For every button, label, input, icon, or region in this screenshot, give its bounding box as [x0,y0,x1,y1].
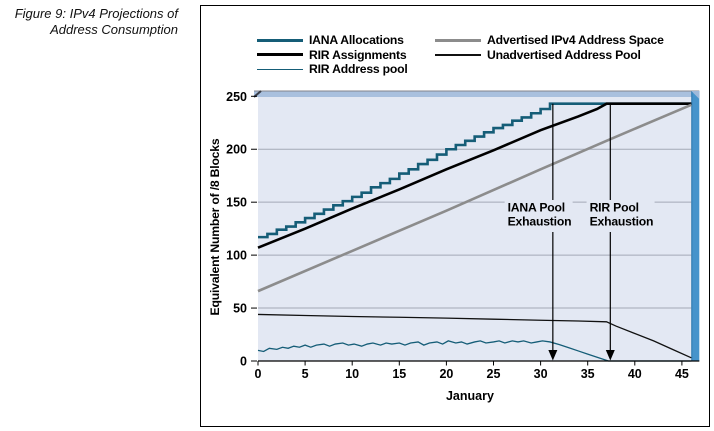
y-tick-label-0: 0 [240,355,247,369]
figure-caption-line2: Address Consumption [50,21,178,37]
series-line-advertised-ipv4-address-space [257,103,692,293]
annotation-label-bg-1 [586,200,655,232]
y-tick-label-50: 50 [233,302,247,316]
legend-label: Advertised IPv4 Address Space [487,33,664,48]
right-wall-bevel [691,91,700,99]
legend-item-unadvertised-pool: Unadvertised Address Pool [435,48,664,63]
right-wall [691,91,700,361]
figure-caption: Figure 9: IPv4 Projections of Address Co… [4,6,178,37]
series-line-rir-assignments [257,102,692,249]
x-axis-title: January [446,389,494,403]
x-tick-label-10: 10 [345,367,359,381]
x-tick-label-0: 0 [255,367,262,381]
legend-column-right: Advertised IPv4 Address Space Unadvertis… [435,33,664,62]
legend-label: Unadvertised Address Pool [487,47,641,62]
y-tick-label-200: 200 [226,143,247,157]
legend-swatch-iana-allocations [257,38,303,42]
legend-swatch-advertised-space [435,38,481,42]
top-wall [254,91,700,97]
y-axis-title: Equivalent Number of /8 Blocks [208,138,222,316]
annotation-arrow-1 [605,350,615,361]
x-tick-label-5: 5 [302,367,309,381]
legend-item-advertised-space: Advertised IPv4 Address Space [435,33,664,48]
chart-panel: IANA Pool Exhaustion RIR Pool Exhaustion 0 5 1… [200,5,710,427]
legend-item-iana-allocations: IANA Allocations [257,33,408,48]
legend-swatch-rir-assignments [257,53,303,57]
legend-item-rir-address-pool: RIR Address pool [257,62,408,77]
figure-caption-line1: Figure 9: IPv4 Projections of [14,6,178,21]
legend-column-left: IANA Allocations RIR Assignments RIR Add… [257,33,408,77]
legend-label: IANA Allocations [309,33,404,48]
x-tick-label-35: 35 [581,367,595,381]
series-line-rir-address-pool [257,340,692,362]
series-line-unadvertised-address-pool [257,313,692,359]
legend-item-rir-assignments: RIR Assignments [257,48,408,63]
x-tick-label-30: 30 [534,367,548,381]
legend-label: RIR Address pool [309,62,408,77]
annotation-label-1-line1: Exhaustion [590,215,654,229]
y-tick-label-250: 250 [226,90,247,104]
x-tick-label-40: 40 [628,367,642,381]
annotation-label-0-line0: IANA Pool [508,201,565,215]
x-tick-label-25: 25 [487,367,501,381]
y-tick-label-150: 150 [226,196,247,210]
annotation-label-1-line0: RIR Pool [590,201,639,215]
x-tick-label-20: 20 [439,367,453,381]
annotation-arrow-0 [548,350,558,361]
x-tick-label-45: 45 [675,367,689,381]
legend-swatch-rir-address-pool [257,68,303,71]
series-line-iana-allocations [258,102,692,239]
annotation-label-bg-0 [504,200,573,232]
y-tick-label-100: 100 [226,249,247,263]
legend-swatch-unadvertised-pool [435,54,481,56]
annotation-label-0-line1: Exhaustion [508,215,572,229]
x-tick-label-15: 15 [392,367,406,381]
legend-label: RIR Assignments [309,47,407,62]
